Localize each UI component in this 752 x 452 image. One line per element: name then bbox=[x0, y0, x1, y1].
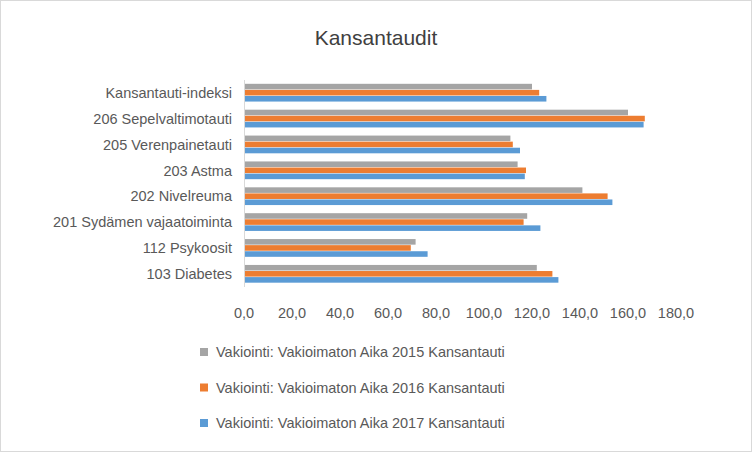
bar bbox=[244, 219, 524, 225]
bar bbox=[244, 168, 526, 174]
tick-label: 180,0 bbox=[658, 305, 694, 321]
tick-label: 40,0 bbox=[326, 305, 354, 321]
chart-border bbox=[1, 1, 752, 452]
chart-title: Kansantaudit bbox=[315, 26, 438, 49]
tick-label: 0,0 bbox=[234, 305, 254, 321]
category-label: 205 Verenpainetauti bbox=[103, 137, 232, 153]
bars bbox=[244, 84, 645, 283]
legend-label: Vakiointi: Vakioimaton Aika 2015 Kansant… bbox=[216, 344, 505, 360]
tick-label: 120,0 bbox=[514, 305, 550, 321]
bar bbox=[244, 277, 558, 283]
bar bbox=[244, 193, 608, 199]
legend-swatch bbox=[200, 384, 208, 392]
bar bbox=[244, 96, 546, 102]
bar bbox=[244, 265, 537, 271]
bar bbox=[244, 245, 411, 251]
category-axis bbox=[244, 80, 245, 287]
tick-label: 160,0 bbox=[610, 305, 646, 321]
category-label: 202 Nivelreuma bbox=[130, 188, 232, 204]
bar bbox=[244, 122, 644, 128]
bar bbox=[244, 239, 416, 245]
bar bbox=[244, 271, 552, 277]
legend-swatch bbox=[200, 419, 208, 427]
tick-label: 140,0 bbox=[562, 305, 598, 321]
bar bbox=[244, 84, 532, 90]
category-label: 201 Sydämen vajaatoiminta bbox=[53, 214, 233, 230]
bar bbox=[244, 174, 525, 180]
tick-label: 80,0 bbox=[422, 305, 450, 321]
bar bbox=[244, 116, 645, 122]
bar bbox=[244, 187, 582, 193]
legend-label: Vakiointi: Vakioimaton Aika 2017 Kansant… bbox=[216, 415, 505, 431]
category-label: 206 Sepelvaltimotauti bbox=[93, 111, 232, 127]
chart-svg: Kansantaudit 0,0 20,0 40,0 60,0 80,0 100,0 120,… bbox=[0, 0, 752, 452]
bar bbox=[244, 142, 513, 148]
category-label: Kansantauti-indeksi bbox=[105, 85, 232, 101]
bar bbox=[244, 90, 539, 96]
legend-swatch bbox=[200, 348, 208, 356]
bar bbox=[244, 199, 612, 205]
bar bbox=[244, 110, 628, 116]
bar bbox=[244, 161, 518, 167]
tick-label: 100,0 bbox=[466, 305, 502, 321]
legend-label: Vakiointi: Vakioimaton Aika 2016 Kansant… bbox=[216, 380, 505, 396]
tick-label: 20,0 bbox=[278, 305, 306, 321]
bar bbox=[244, 213, 527, 219]
bar bbox=[244, 251, 428, 257]
bar bbox=[244, 225, 540, 231]
bar bbox=[244, 136, 510, 142]
tick-label: 60,0 bbox=[374, 305, 402, 321]
category-label: 203 Astma bbox=[163, 163, 232, 179]
bar bbox=[244, 148, 520, 154]
category-label: 112 Psykoosit bbox=[143, 240, 232, 256]
category-label: 103 Diabetes bbox=[147, 266, 232, 282]
